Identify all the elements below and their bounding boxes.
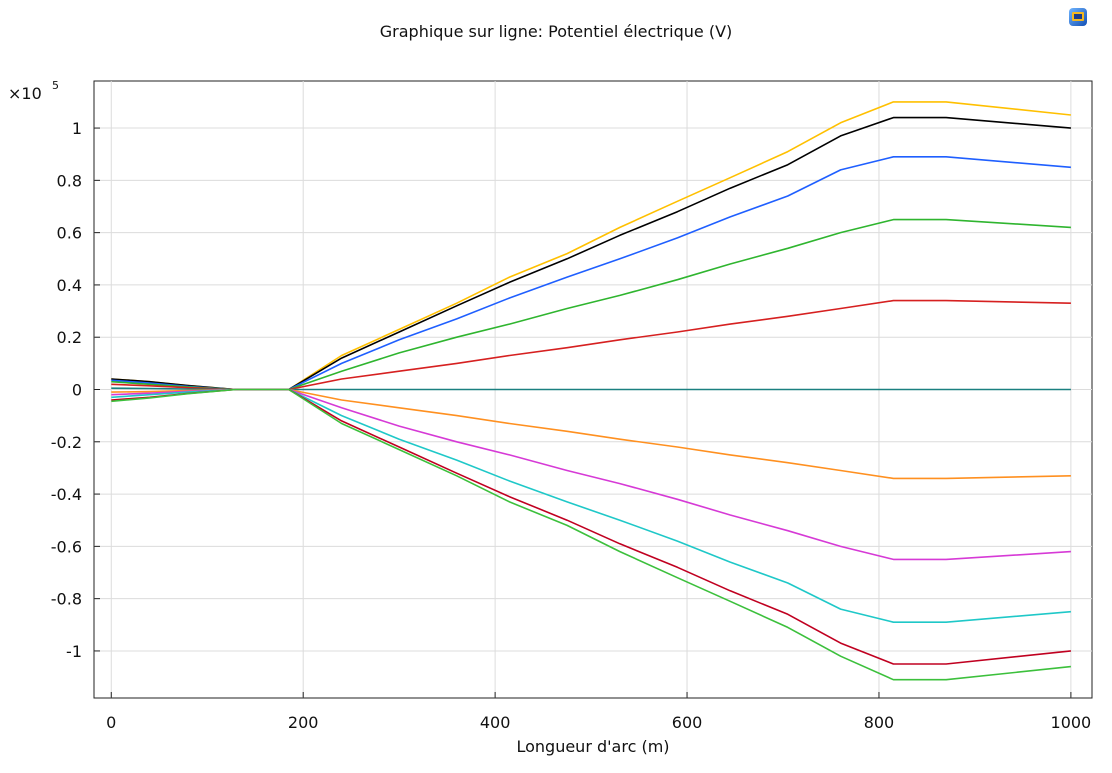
x-tick-label: 800 — [864, 713, 895, 732]
y-tick-label: -0.8 — [51, 590, 82, 609]
x-tick-label: 1000 — [1051, 713, 1092, 732]
y-tick-label: 0.6 — [57, 224, 82, 243]
y-tick-label: -0.2 — [51, 433, 82, 452]
y-tick-label: -1 — [66, 642, 82, 661]
y-tick-label: -0.4 — [51, 485, 82, 504]
x-axis-label: Longueur d'arc (m) — [516, 737, 669, 756]
y-tick-label: 0.2 — [57, 328, 82, 347]
y-tick-label: 0 — [72, 381, 82, 400]
chart-title: Graphique sur ligne: Potentiel électriqu… — [379, 22, 733, 41]
y-tick-label: 0.8 — [57, 171, 82, 190]
y-tick-label: 1 — [72, 119, 82, 138]
x-tick-label: 400 — [480, 713, 511, 732]
x-tick-label: 600 — [672, 713, 703, 732]
app-logo-icon — [1069, 8, 1087, 26]
y-multiplier-exponent: 5 — [52, 79, 59, 92]
y-tick-label: 0.4 — [57, 276, 82, 295]
x-tick-label: 0 — [106, 713, 116, 732]
x-tick-label: 200 — [288, 713, 319, 732]
y-tick-label: -0.6 — [51, 537, 82, 556]
y-multiplier-label: ×10 — [8, 84, 42, 103]
series-line-11 — [111, 388, 1071, 681]
